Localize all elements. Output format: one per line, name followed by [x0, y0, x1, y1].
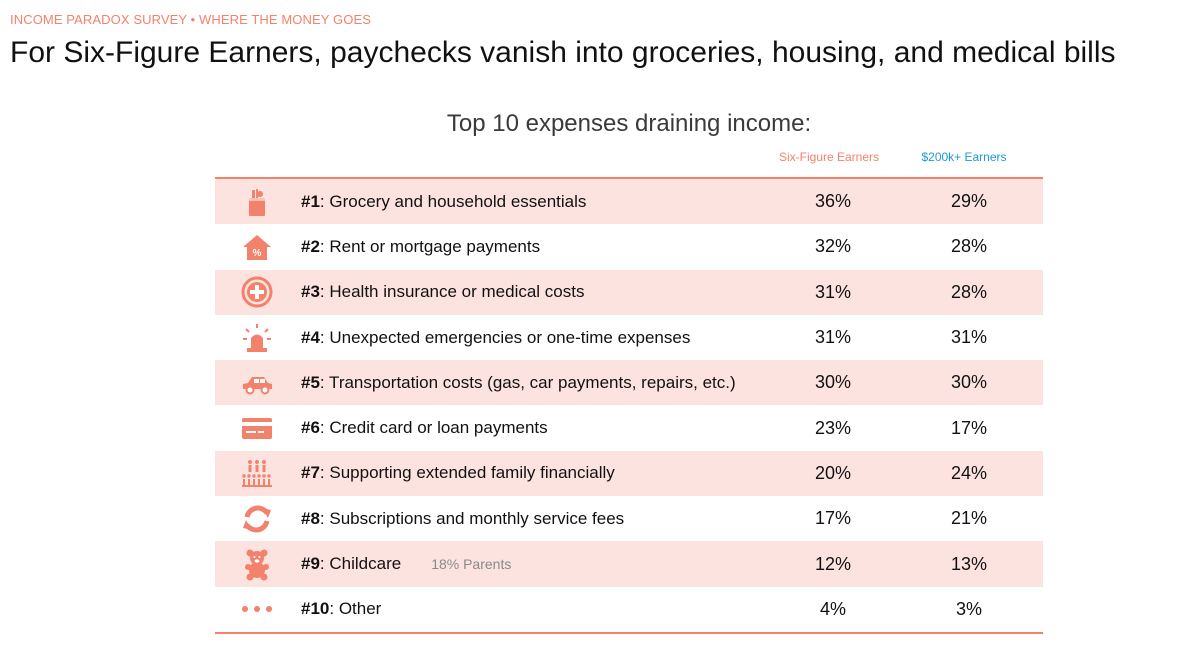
row-text: : Unexpected emergencies or one-time exp… — [319, 327, 691, 347]
value-six-figure: 31% — [814, 281, 852, 302]
table-row: % #2: Rent or mortgage payments 32% 28% — [215, 224, 1043, 269]
row-text: : Rent or mortgage payments — [319, 236, 541, 256]
house-percent-icon: % — [235, 224, 279, 269]
value-six-figure: 4% — [819, 598, 846, 619]
family-icon — [235, 451, 279, 496]
table-row: #7: Supporting extended family financial… — [215, 450, 1043, 497]
table-row: #8: Subscriptions and monthly service fe… — [215, 496, 1043, 541]
value-six-figure: 23% — [814, 417, 852, 438]
value-200k: 28% — [950, 281, 988, 302]
value-200k: 29% — [950, 191, 988, 212]
row-rank: #7 — [301, 463, 320, 483]
row-rank: #6 — [301, 418, 320, 438]
row-rank: #5 — [301, 372, 320, 392]
row-note: 18% Parents — [431, 556, 512, 573]
table-row: #9: Childcare 18% Parents 12% 13% — [215, 541, 1043, 587]
value-six-figure: 12% — [814, 553, 852, 574]
row-label: #10: Other — [301, 599, 381, 619]
value-200k: 24% — [950, 462, 988, 483]
table-row: #4: Unexpected emergencies or one-time e… — [215, 315, 1043, 360]
row-label: #6: Credit card or loan payments — [301, 418, 548, 438]
row-rank: #9 — [301, 554, 320, 574]
siren-icon — [235, 315, 279, 360]
value-six-figure: 17% — [814, 508, 852, 529]
refresh-icon — [235, 496, 279, 541]
row-text: : Grocery and household essentials — [319, 191, 587, 211]
value-200k: 21% — [950, 508, 988, 529]
row-label: #5: Transportation costs (gas, car payme… — [301, 373, 736, 393]
row-rank: #4 — [301, 327, 320, 347]
column-header-200k: $200k+ Earners — [921, 150, 1007, 164]
row-label: #1: Grocery and household essentials — [301, 192, 586, 212]
row-text: : Other — [329, 599, 382, 619]
column-header-six-figure: Six-Figure Earners — [778, 150, 880, 164]
dots-icon — [235, 587, 279, 632]
medical-cross-icon — [235, 270, 279, 315]
row-text: : Subscriptions and monthly service fees — [319, 508, 625, 528]
value-200k: 31% — [950, 327, 988, 348]
value-six-figure: 30% — [814, 372, 852, 393]
teddy-bear-icon — [235, 541, 279, 586]
value-six-figure: 36% — [814, 191, 852, 212]
row-text: : Transportation costs (gas, car payment… — [319, 372, 736, 392]
row-rank: #2 — [301, 236, 320, 256]
row-text: : Supporting extended family financially — [319, 463, 615, 483]
value-six-figure: 20% — [814, 462, 852, 483]
row-text: : Childcare — [319, 554, 402, 574]
row-rank: #8 — [301, 508, 320, 528]
table-row: #6: Credit card or loan payments 23% 17% — [215, 405, 1043, 450]
eyebrow-label: INCOME PARADOX SURVEY • WHERE THE MONEY … — [10, 12, 371, 27]
value-six-figure: 32% — [814, 236, 852, 257]
car-icon — [235, 360, 279, 405]
row-rank: #10 — [301, 599, 330, 619]
value-200k: 3% — [955, 598, 982, 619]
row-label: #9: Childcare 18% Parents — [301, 554, 511, 574]
row-label: #4: Unexpected emergencies or one-time e… — [301, 328, 690, 348]
row-rank: #3 — [301, 282, 320, 302]
headline: For Six-Figure Earners, paychecks vanish… — [10, 36, 1116, 69]
row-label: #7: Supporting extended family financial… — [301, 463, 615, 483]
expense-table: #1: Grocery and household essentials 36% 2… — [215, 177, 1043, 634]
table-row: #1: Grocery and household essentials 36% 2… — [215, 179, 1043, 225]
table-row: #10: Other 4% 3% — [215, 587, 1043, 632]
row-label: #8: Subscriptions and monthly service fe… — [301, 509, 624, 529]
row-text: : Credit card or loan payments — [319, 418, 548, 438]
credit-card-icon — [235, 405, 279, 450]
value-200k: 13% — [950, 553, 988, 574]
table-row: #5: Transportation costs (gas, car payme… — [215, 360, 1043, 406]
row-label: #2: Rent or mortgage payments — [301, 237, 540, 257]
value-200k: 17% — [950, 417, 988, 438]
row-text: : Health insurance or medical costs — [319, 282, 585, 302]
row-label: #3: Health insurance or medical costs — [301, 282, 584, 302]
chart-title: Top 10 expenses draining income: — [446, 110, 812, 137]
row-rank: #1 — [301, 191, 320, 211]
value-six-figure: 31% — [814, 327, 852, 348]
table-row: #3: Health insurance or medical costs 31%… — [215, 269, 1043, 315]
value-200k: 30% — [950, 372, 988, 393]
value-200k: 28% — [950, 236, 988, 257]
svg-text:%: % — [253, 248, 262, 259]
grocery-bag-icon — [235, 179, 279, 224]
